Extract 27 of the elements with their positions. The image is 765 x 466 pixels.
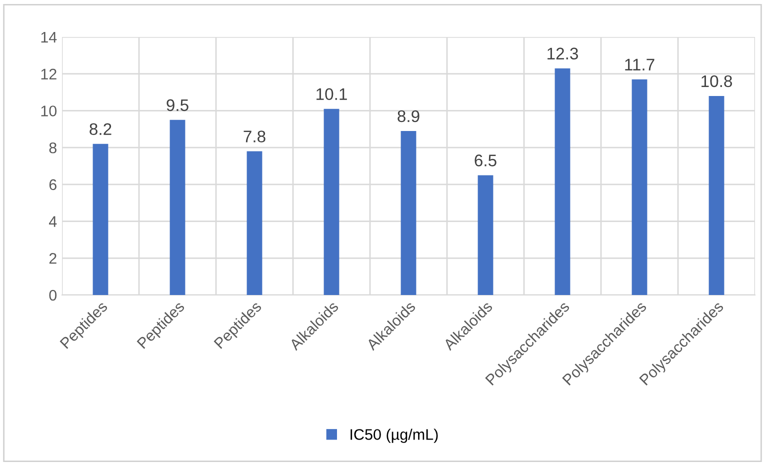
data-label: 10.1 — [316, 88, 347, 100]
legend-label: IC50 (µg/mL) — [350, 428, 438, 443]
y-tick-label: 8 — [49, 142, 56, 154]
y-tick-label: 12 — [41, 68, 56, 80]
data-label: 8.2 — [90, 123, 112, 136]
data-label: 10.8 — [702, 75, 732, 88]
data-label: 8.9 — [398, 110, 420, 122]
y-tick-label: 4 — [48, 216, 57, 227]
bar — [170, 120, 186, 295]
bar — [400, 130, 416, 295]
y-tick-label: 6 — [49, 179, 56, 190]
y-tick-label: 14 — [41, 32, 57, 43]
bar — [478, 175, 494, 295]
data-label: 12.3 — [548, 48, 578, 60]
y-tick-label: 0 — [49, 290, 57, 301]
data-label: 11.7 — [625, 58, 654, 70]
bar — [632, 79, 648, 295]
data-label: 9.5 — [166, 99, 188, 112]
bar — [246, 151, 262, 295]
y-tick-label: 10 — [41, 106, 57, 116]
bar — [708, 96, 724, 295]
y-tick-label: 2 — [49, 253, 56, 264]
data-label: 6.5 — [474, 154, 496, 166]
bar — [92, 144, 108, 295]
data-label: 7.8 — [244, 130, 266, 142]
bar — [554, 68, 570, 295]
bar — [324, 108, 340, 295]
